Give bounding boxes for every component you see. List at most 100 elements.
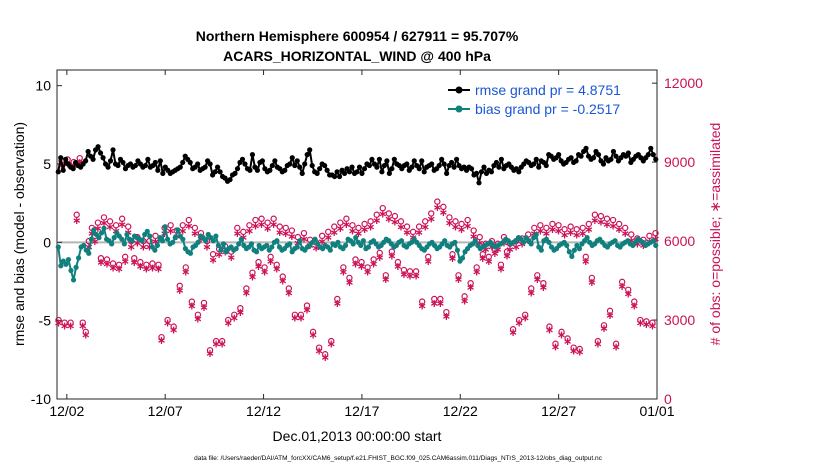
rmse-point xyxy=(282,167,288,173)
obs-assimilated-point: ∗ xyxy=(348,226,357,238)
rmse-point xyxy=(608,156,614,162)
obs-possible-point xyxy=(237,304,244,312)
obs-possible-point xyxy=(179,222,186,229)
obs-assimilated-point: ∗ xyxy=(405,270,414,282)
obs-possible-point xyxy=(558,328,565,336)
rmse-point xyxy=(473,170,480,176)
obs-assimilated-point: ∗ xyxy=(511,241,520,253)
obs-assimilated-point: ∗ xyxy=(421,222,430,234)
obs-assimilated-point: ∗ xyxy=(375,252,384,264)
bias-point xyxy=(55,244,61,250)
rmse-point xyxy=(83,158,89,164)
bias-point xyxy=(139,238,145,244)
obs-assimilated-point: ∗ xyxy=(75,157,84,169)
chart-title-line2: ACARS_HORIZONTAL_WIND @ 400 hPa xyxy=(223,48,491,64)
rmse-point xyxy=(110,147,116,153)
rmse-point xyxy=(498,156,504,162)
obs-possible-point xyxy=(288,227,296,234)
obs-assimilated-point: ∗ xyxy=(581,256,590,268)
obs-possible-point xyxy=(243,285,250,292)
bias-point xyxy=(175,227,181,233)
rmse-point xyxy=(294,158,300,164)
obs-possible-point xyxy=(185,216,193,224)
rmse-point xyxy=(160,170,166,176)
obs-possible-point xyxy=(131,254,138,262)
obs-assimilated-point: ∗ xyxy=(369,258,378,270)
obs-assimilated-point: ∗ xyxy=(81,330,90,342)
obs-assimilated-point: ∗ xyxy=(166,226,175,238)
obs-possible-point xyxy=(143,261,150,268)
obs-assimilated-point: ∗ xyxy=(230,312,239,324)
obs-possible-point xyxy=(400,266,408,274)
rmse-point xyxy=(441,161,447,167)
obs-assimilated-point: ∗ xyxy=(118,219,127,231)
obs-assimilated-point: ∗ xyxy=(211,339,220,351)
rmse-point xyxy=(590,155,597,161)
obs-possible-point xyxy=(473,264,480,271)
obs-possible-point xyxy=(531,224,538,232)
obs-assimilated-point: ∗ xyxy=(448,253,457,265)
obs-assimilated-point: ∗ xyxy=(302,305,311,317)
obs-assimilated-point: ∗ xyxy=(99,218,108,230)
obs-assimilated-point: ∗ xyxy=(275,227,284,239)
bias-point xyxy=(248,241,255,247)
obs-possible-point xyxy=(106,218,114,225)
obs-assimilated-point: ∗ xyxy=(242,287,251,299)
obs-assimilated-point: ∗ xyxy=(60,320,69,332)
obs-assimilated-point: ∗ xyxy=(618,281,627,293)
bias-point xyxy=(159,238,166,244)
obs-possible-point xyxy=(637,316,644,324)
obs-assimilated-point: ∗ xyxy=(157,335,166,347)
obs-assimilated-point: ∗ xyxy=(554,226,563,238)
left-tick-label: -5 xyxy=(39,313,52,329)
rmse-point xyxy=(132,162,139,169)
obs-assimilated-point: ∗ xyxy=(557,330,566,342)
x-tick-label: 01/01 xyxy=(639,403,674,419)
obs-possible-point xyxy=(621,224,629,232)
rmse-point xyxy=(304,152,310,158)
obs-possible-point xyxy=(579,224,586,232)
bias-point xyxy=(129,238,135,244)
chart-title-line1: Northern Hemisphere 600954 / 627911 = 95… xyxy=(196,28,519,44)
obs-assimilated-point: ∗ xyxy=(372,215,381,227)
bias-point xyxy=(86,250,92,256)
obs-assimilated-point: ∗ xyxy=(518,239,527,251)
bias-point xyxy=(187,250,194,256)
rmse-point xyxy=(625,150,631,156)
obs-assimilated-point: ∗ xyxy=(605,310,614,322)
obs-assimilated-point: ∗ xyxy=(327,339,336,351)
bias-point xyxy=(442,238,448,244)
obs-possible-point xyxy=(467,279,474,287)
legend-bias-marker xyxy=(455,105,463,113)
obs-assimilated-point: ∗ xyxy=(387,251,396,263)
obs-possible-point xyxy=(464,216,471,224)
obs-assimilated-point: ∗ xyxy=(515,318,524,330)
bias-point xyxy=(210,238,216,244)
bias-point xyxy=(109,241,115,247)
rmse-point xyxy=(287,161,293,167)
obs-possible-point xyxy=(446,214,453,221)
rmse-point xyxy=(269,162,275,169)
bias-point xyxy=(124,231,130,238)
bias-point xyxy=(220,241,227,247)
obs-assimilated-point: ∗ xyxy=(366,222,375,234)
obs-assimilated-point: ∗ xyxy=(578,228,587,240)
obs-possible-point xyxy=(440,203,447,211)
obs-assimilated-point: ∗ xyxy=(418,301,427,313)
obs-possible-point xyxy=(397,218,405,225)
obs-possible-point xyxy=(240,228,247,236)
obs-possible-point xyxy=(355,224,362,232)
obs-possible-point xyxy=(291,311,299,318)
obs-assimilated-point: ∗ xyxy=(542,228,551,240)
rmse-point xyxy=(356,164,363,170)
obs-assimilated-point: ∗ xyxy=(299,233,308,245)
right-tick-label: 0 xyxy=(664,391,672,407)
obs-possible-point xyxy=(349,222,356,229)
bias-point xyxy=(533,231,539,238)
obs-possible-point xyxy=(267,253,274,261)
obs-possible-point xyxy=(625,286,632,293)
obs-assimilated-point: ∗ xyxy=(590,215,599,227)
rmse-point xyxy=(100,155,106,161)
bias-point xyxy=(195,239,201,245)
right-tick-label: 6000 xyxy=(664,233,695,249)
